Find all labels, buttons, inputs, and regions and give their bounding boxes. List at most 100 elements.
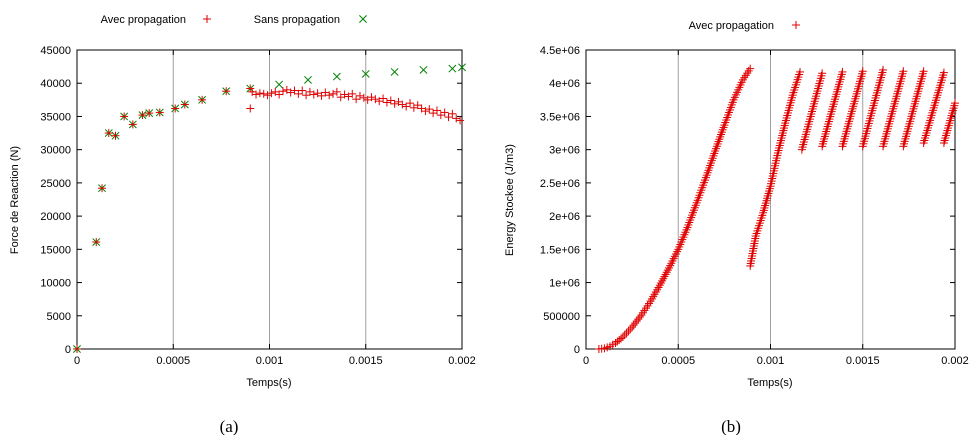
chart-b-point	[661, 270, 670, 279]
chart-b-grid	[585, 49, 956, 350]
chart-b-point	[858, 67, 867, 76]
chart-b-ytick-label: 3e+06	[549, 145, 580, 157]
chart-a-marks	[73, 63, 466, 353]
chart-a-legend-marker-sans-glyph	[359, 15, 367, 23]
chart-a-legend-marker-avec	[203, 15, 211, 23]
chart-a-point-avec	[111, 131, 120, 140]
chart-a-point-avec	[263, 91, 272, 100]
chart-a-point-avec	[390, 99, 399, 108]
chart-b-point	[663, 266, 672, 275]
chart-a-point-sans	[332, 72, 341, 81]
chart-a-ytick-label: 40000	[40, 78, 71, 90]
chart-a-point-avec	[145, 109, 154, 118]
chart-b-point	[879, 65, 888, 74]
chart-b-legend: Avec propagation	[689, 20, 800, 32]
chart-a-point-sans	[390, 67, 399, 76]
chart-a-tick-labels: 0 0.0005 0.001 0.0015 0.002 0 5000 10000 15000 20…	[40, 45, 475, 367]
chart-a-point-avec	[329, 89, 338, 98]
chart-b-point	[656, 279, 665, 288]
chart-a-point-avec	[325, 91, 334, 100]
chart-a-point-avec	[246, 104, 255, 113]
chart-b-xtick-label: 0.0005	[661, 355, 695, 367]
chart-b-ytick-label: 0	[574, 344, 580, 356]
chart-b-point	[655, 281, 664, 290]
chart-a-point-avec	[456, 116, 465, 125]
chart-a-point-avec	[128, 120, 137, 129]
chart-a-point-avec	[359, 93, 368, 102]
chart-b-marks	[594, 64, 959, 353]
chart-a-point-avec	[398, 100, 407, 109]
chart-a-grid	[76, 49, 463, 350]
chart-a-point-avec	[425, 105, 434, 114]
chart-b-point	[818, 69, 827, 78]
chart-a-point-sans	[304, 75, 312, 84]
chart-b-xtick-label: 0.002	[941, 355, 969, 367]
chart-a-point-avec	[421, 107, 430, 116]
chart-a-point-avec	[259, 89, 268, 98]
chart-a-point-avec	[98, 184, 107, 193]
chart-a-point-sans	[275, 80, 284, 89]
chart-b-point	[658, 276, 667, 285]
chart-b-point	[620, 331, 629, 340]
chart-a-point-sans	[458, 63, 466, 72]
chart-a-point-sans	[419, 65, 428, 74]
chart-a-point-avec	[171, 104, 180, 113]
chart-a-point-avec	[309, 90, 318, 99]
chart-b-ytick-label: 500000	[543, 311, 580, 323]
chart-a-point-avec	[382, 98, 391, 107]
chart-b-xtick-label: 0.001	[757, 355, 785, 367]
chart-a-legend-marker-avec-glyph	[203, 15, 211, 23]
chart-b-point	[626, 325, 635, 334]
chart-a-ytick-label: 25000	[40, 178, 71, 190]
chart-a-xtick-label: 0	[74, 355, 80, 367]
chart-a-ytick-label: 35000	[40, 111, 71, 123]
chart-b-point	[660, 272, 669, 281]
chart-a-point-avec	[379, 94, 388, 103]
chart-b-point	[659, 274, 668, 283]
chart-b-tick-labels: 0 0.0005 0.001 0.0015 0.002 0 500000 1e+06 1.5e+…	[540, 45, 969, 367]
chart-a-point-avec	[332, 87, 341, 96]
chart-a-point-avec	[252, 90, 261, 99]
chart-a-point-avec	[432, 106, 441, 115]
chart-a-legend-label-avec: Avec propagation	[101, 14, 186, 26]
chart-b-point	[951, 99, 959, 108]
chart-b-ytick-label: 4.5e+06	[540, 45, 580, 57]
chart-b-point	[796, 67, 805, 76]
chart-a-point-avec	[104, 129, 113, 138]
chart-b-ylabel: Energy Stockee (J/m3)	[504, 144, 516, 256]
chart-a-ytick-label: 0	[65, 344, 71, 356]
chart-a-point-avec	[267, 89, 276, 98]
chart-a-point-avec	[92, 238, 101, 247]
chart-b-point	[746, 64, 755, 73]
chart-a-point-avec	[155, 108, 164, 117]
chart-a-caption: (a)	[220, 417, 239, 435]
chart-a-point-avec	[294, 89, 303, 98]
chart-a-point-avec	[138, 111, 147, 120]
chart-a-point-avec	[180, 100, 189, 109]
chart-b-ytick-label: 1.5e+06	[540, 244, 580, 256]
chart-b-point	[622, 329, 631, 338]
chart-b: 0 0.0005 0.001 0.0015 0.002 0 500000 1e+06 1.5e+…	[504, 20, 969, 435]
chart-a-point-avec	[413, 101, 422, 110]
chart-a-point-avec	[120, 112, 129, 121]
chart-a-point-avec	[348, 89, 357, 98]
chart-a-ylabel: Force de Reaction (N)	[9, 146, 21, 254]
chart-a-legend: Avec propagation Sans propagation	[101, 14, 367, 26]
chart-b-point	[635, 313, 644, 322]
chart-b-ytick-label: 2e+06	[549, 211, 580, 223]
chart-b-point	[617, 334, 626, 343]
chart-b-point	[939, 68, 948, 77]
chart-a-xlabel: Temps(s)	[246, 377, 291, 389]
chart-a-ytick-label: 5000	[47, 311, 71, 323]
chart-b-xlabel: Temps(s)	[747, 377, 792, 389]
chart-a-point-avec	[448, 109, 457, 118]
chart-b-point	[624, 327, 633, 336]
chart-a-point-avec	[406, 99, 415, 108]
chart-a-point-avec	[255, 89, 264, 98]
chart-a-point-avec	[278, 87, 287, 96]
chart-a-point-avec	[402, 102, 411, 111]
chart-a-point-sans	[361, 69, 370, 78]
chart-b-caption: (b)	[721, 417, 741, 435]
chart-b-legend-label-avec: Avec propagation	[689, 20, 774, 32]
